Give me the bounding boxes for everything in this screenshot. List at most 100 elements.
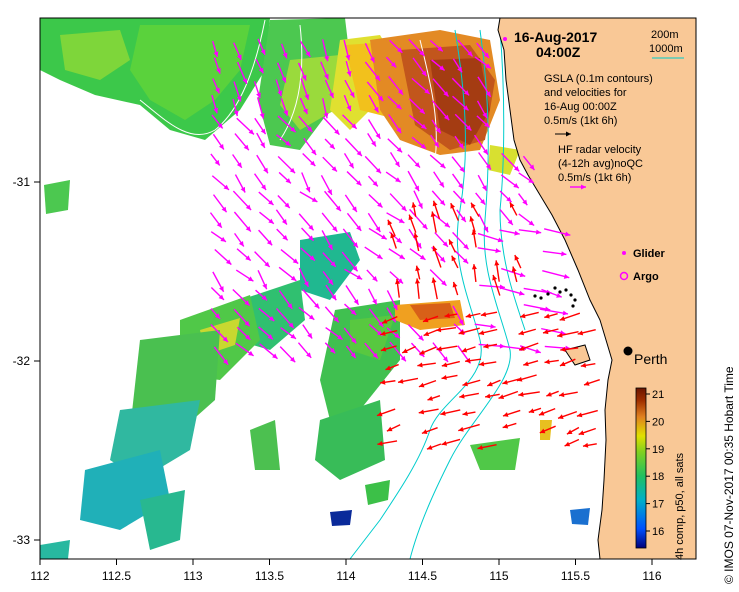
- hf-vector-head: [328, 279, 334, 285]
- hf-vector-head: [267, 334, 273, 340]
- hf-vector-head: [417, 202, 423, 209]
- hf-vector-head: [372, 180, 378, 187]
- hf-vector-head: [507, 219, 513, 225]
- hf-vector-head: [285, 140, 291, 146]
- colorbar-tick-label: 18: [652, 471, 664, 483]
- gsla-vector-head: [582, 442, 589, 448]
- hf-vector-head: [458, 183, 464, 189]
- hf-vector-head: [268, 315, 275, 322]
- gsla-vector-head: [432, 245, 438, 252]
- gsla-vector-head: [461, 347, 468, 353]
- gsla-vector-head: [377, 441, 383, 446]
- hf-vector-head: [290, 333, 296, 339]
- hf-vector-head: [480, 199, 486, 205]
- hf-vector-head: [375, 226, 381, 232]
- gsla-vector-head: [544, 359, 550, 365]
- gsla-vector-head: [566, 429, 573, 435]
- hf-vector-head: [281, 219, 287, 225]
- gsla-vector-head: [498, 394, 505, 400]
- hf-vector-head: [221, 206, 227, 213]
- gsla-vector-head: [381, 318, 388, 324]
- hf-vector-head: [240, 186, 246, 193]
- hf-vector-head: [419, 50, 425, 56]
- plot-frame: [39, 17, 697, 560]
- hf-vector-head: [356, 274, 363, 280]
- gsla-vector-head: [516, 376, 523, 382]
- gsla-vector-head: [560, 346, 566, 352]
- gsla-vector-head: [559, 316, 566, 321]
- hf-vector-head: [215, 87, 220, 94]
- gsla-vector-head: [415, 265, 421, 272]
- gsla-vector-head: [546, 391, 552, 397]
- hf-vector-head: [396, 147, 403, 153]
- glider-track: [533, 286, 577, 308]
- gsla-vector-head: [421, 429, 428, 435]
- hf-vector-head: [396, 47, 403, 53]
- gsla-vector-head: [459, 393, 465, 399]
- hf-vector-head: [337, 334, 343, 340]
- hf-vector-head: [345, 54, 351, 61]
- hf-vector-head: [350, 352, 356, 359]
- hf-vector-head: [260, 128, 266, 135]
- gsla-vector-head: [584, 380, 590, 386]
- hf-vector-head: [348, 162, 354, 169]
- hf-vector-head: [335, 205, 341, 212]
- hf-vector-head: [223, 359, 229, 365]
- hf-vector-head: [414, 185, 420, 192]
- hf-vector-head: [399, 254, 405, 259]
- hf-vector-head: [437, 46, 443, 52]
- hf-vector-head: [283, 110, 289, 116]
- hf-vector-head: [301, 74, 307, 81]
- hf-vector-head: [390, 62, 397, 68]
- hf-vector-head: [377, 202, 383, 208]
- glider-legend-dot: [622, 251, 626, 255]
- hf-vector-head: [308, 314, 315, 320]
- hf-vector-head: [259, 113, 265, 119]
- hf-vector-head: [288, 322, 294, 329]
- hf-vector-head: [563, 273, 570, 279]
- hf-vector-head: [236, 95, 242, 102]
- hf-vector-head: [287, 303, 293, 309]
- gsla-vector-head: [418, 382, 425, 388]
- hf-vector-head: [376, 254, 383, 259]
- hf-vector-head: [236, 162, 242, 168]
- hf-vector-head: [481, 185, 487, 191]
- gsla-vector-head: [558, 414, 564, 420]
- hf-vector-head: [334, 129, 340, 135]
- hf-vector-head: [463, 105, 469, 111]
- hf-vector-head: [419, 108, 425, 114]
- hf-vector-head: [458, 319, 464, 326]
- gsla-vector-head: [564, 441, 571, 447]
- credit: © IMOS 07-Nov-2017 00:35 Hobart Time: [722, 366, 736, 584]
- hf-vector-head: [262, 283, 267, 290]
- hf-vector-head: [458, 143, 464, 149]
- hf-vector-head: [401, 205, 407, 212]
- hf-vector-head: [352, 242, 358, 248]
- gsla-vector-head: [580, 362, 587, 368]
- gsla-line3: 16-Aug 00:00Z: [544, 101, 617, 113]
- gsla-vector-head: [422, 317, 429, 323]
- hf-site-dot: [503, 37, 507, 41]
- perth-marker: [623, 346, 633, 356]
- hf-vector-head: [268, 199, 274, 206]
- hf-vector-head: [307, 332, 313, 339]
- gsla-vector-head: [559, 392, 565, 398]
- colorbar-tick-label: 21: [652, 389, 664, 401]
- hf-vector-head: [356, 180, 362, 186]
- hf-vector-head: [244, 300, 250, 306]
- gsla-vector-head: [413, 232, 419, 238]
- gsla-vector-head: [444, 313, 450, 318]
- hf-vector-head: [238, 240, 244, 247]
- hf-vector-head: [394, 333, 400, 339]
- gsla-vector-head: [398, 378, 404, 384]
- gsla-vector-head: [471, 264, 477, 270]
- hf-vector-head: [256, 92, 261, 99]
- hf-vector-head: [424, 88, 430, 94]
- gsla-vector-head: [518, 391, 524, 397]
- hf-vector-head: [392, 304, 398, 311]
- hf-vector-head: [460, 216, 466, 222]
- hf-vector-head: [304, 94, 310, 100]
- hf-vector-head: [528, 178, 534, 184]
- hf-line1: HF radar velocity: [558, 144, 642, 156]
